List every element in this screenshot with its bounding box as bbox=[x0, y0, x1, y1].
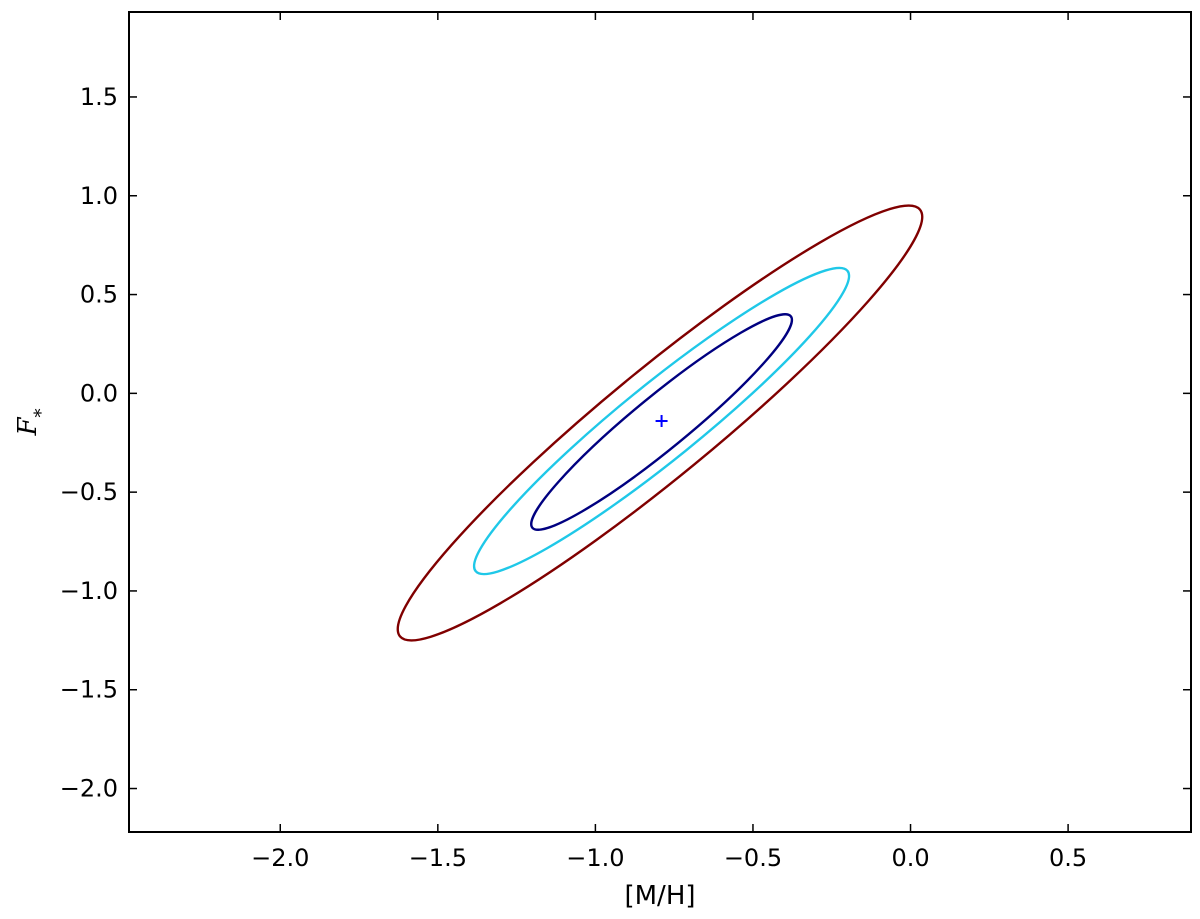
x-axis-label: [M/H] bbox=[624, 881, 695, 911]
contour-level-2 bbox=[472, 266, 851, 576]
x-tick-label: 0.5 bbox=[1049, 844, 1087, 872]
y-tick-label: 0.5 bbox=[80, 281, 118, 309]
y-axis-label: F* bbox=[13, 408, 52, 436]
y-tick-label: 0.0 bbox=[80, 379, 118, 407]
y-tick-label: −0.5 bbox=[60, 478, 118, 506]
plot-area-frame bbox=[128, 11, 1192, 833]
x-tick-label: −0.5 bbox=[724, 844, 782, 872]
contour-level-3 bbox=[396, 204, 924, 642]
y-tick-label: 1.5 bbox=[80, 83, 118, 111]
x-tick-label: −1.5 bbox=[409, 844, 467, 872]
y-tick-label: −1.0 bbox=[60, 577, 118, 605]
tick-layer: −2.0 −1.5 −1.0 −0.5 0.0 0.5 −2.0 −1.5 −1.0 −0.5 0.… bbox=[60, 12, 1191, 872]
y-tick-label: 1.0 bbox=[80, 182, 118, 210]
contour-level-1 bbox=[530, 313, 794, 531]
y-axis-label-subscript: * bbox=[31, 408, 52, 417]
y-tick-label: −1.5 bbox=[60, 676, 118, 704]
marker-layer bbox=[655, 415, 668, 428]
y-axis-label-main: F bbox=[13, 417, 43, 437]
x-tick-label: −1.0 bbox=[566, 844, 624, 872]
y-tick-label: −2.0 bbox=[60, 775, 118, 803]
contour-layer bbox=[396, 204, 924, 642]
x-tick-label: −2.0 bbox=[251, 844, 309, 872]
best-fit-marker bbox=[655, 415, 668, 428]
x-tick-label: 0.0 bbox=[891, 844, 929, 872]
